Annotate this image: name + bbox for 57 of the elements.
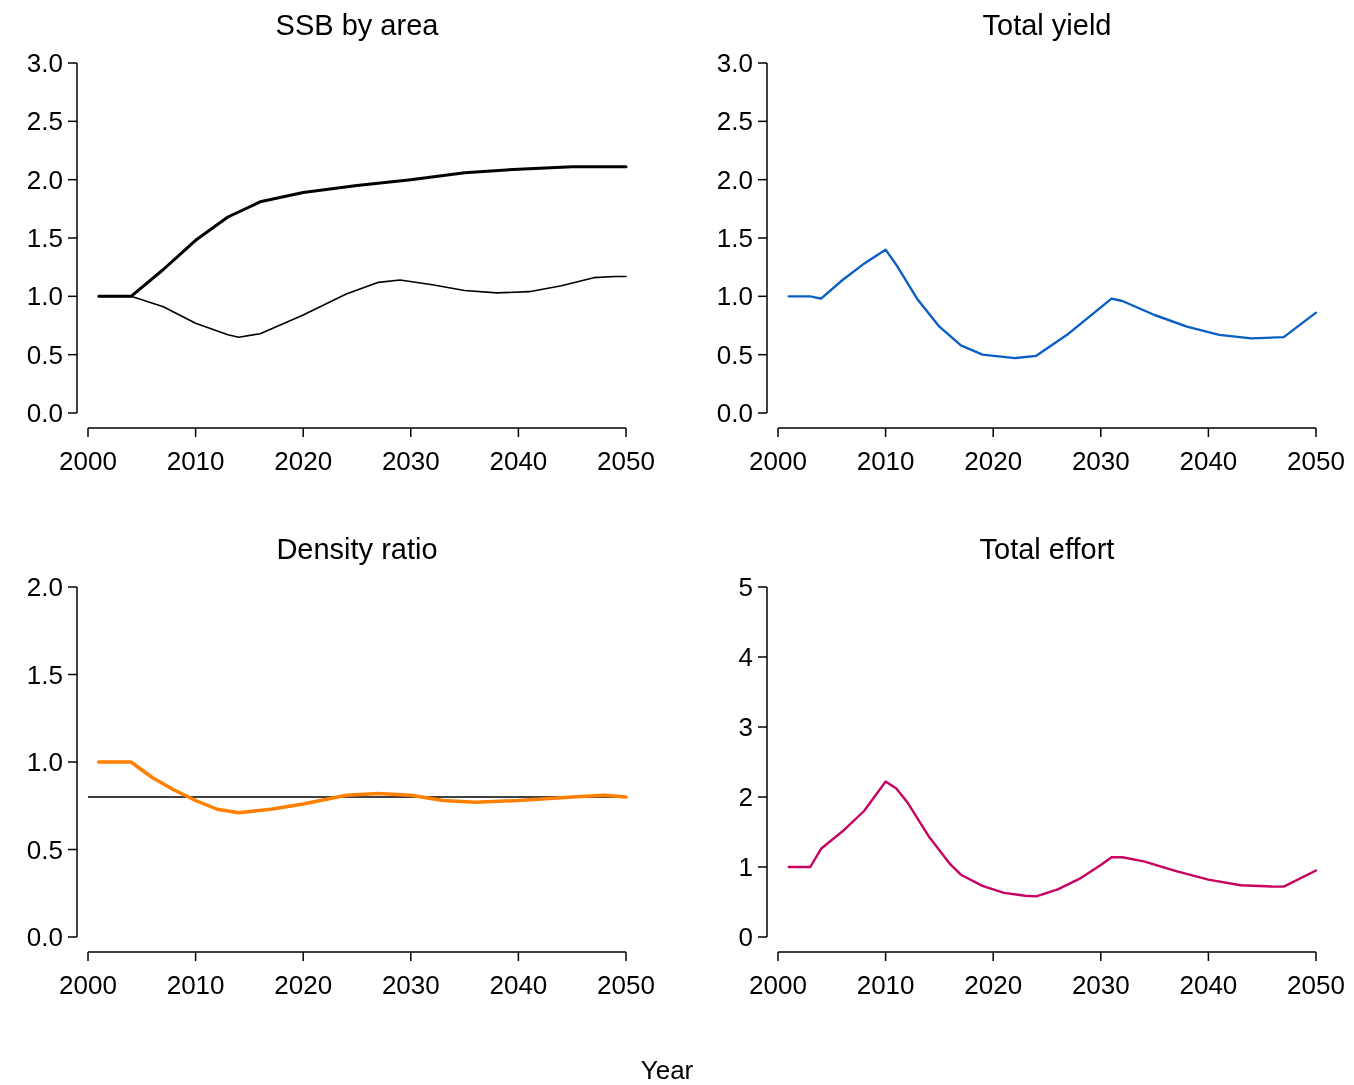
y-tick-label: 0.0 bbox=[26, 922, 63, 953]
y-tick-label: 1.5 bbox=[26, 223, 63, 254]
y-tick-label: 1.5 bbox=[26, 659, 63, 690]
x-tick-label: 2020 bbox=[274, 446, 333, 476]
x-tick-label: 2040 bbox=[489, 970, 548, 1000]
x-tick-label: 2030 bbox=[1071, 446, 1130, 476]
x-axis-title: Year bbox=[640, 1055, 694, 1085]
x-tick-label: 2000 bbox=[749, 446, 807, 476]
y-tick-label: 4 bbox=[738, 642, 753, 673]
y-tick-label: 2.5 bbox=[26, 106, 63, 137]
y-tick-label: 0.5 bbox=[26, 834, 63, 865]
x-tick-label: 2030 bbox=[381, 970, 440, 1000]
y-tick-label: 0 bbox=[738, 922, 753, 953]
y-tick-label: 2.5 bbox=[716, 106, 753, 137]
y-tick-label: 1.0 bbox=[26, 747, 63, 778]
x-tick-label: 2020 bbox=[964, 970, 1023, 1000]
line-series bbox=[97, 760, 628, 815]
y-tick-label: 3.0 bbox=[716, 48, 753, 79]
x-tick-label: 2040 bbox=[1179, 970, 1238, 1000]
y-tick-label: 2.0 bbox=[26, 572, 63, 603]
x-tick-label: 2050 bbox=[597, 446, 655, 476]
y-tick-label: 2.0 bbox=[716, 164, 753, 195]
line-series bbox=[787, 780, 1318, 898]
y-tick-label: 1.0 bbox=[26, 281, 63, 312]
x-tick-label: 2010 bbox=[166, 970, 225, 1000]
y-tick-label: 0.5 bbox=[26, 339, 63, 370]
x-tick-label: 2010 bbox=[856, 970, 915, 1000]
y-tick-label: 0.0 bbox=[716, 398, 753, 429]
y-tick-label: 2.0 bbox=[26, 164, 63, 195]
y-tick-label: 3.0 bbox=[26, 48, 63, 79]
x-tick-label: 2030 bbox=[1071, 970, 1130, 1000]
x-tick-label: 2020 bbox=[274, 970, 333, 1000]
chart-title: Density ratio bbox=[276, 533, 438, 565]
x-tick-label: 2000 bbox=[749, 970, 807, 1000]
y-tick-label: 1.5 bbox=[716, 223, 753, 254]
x-tick-label: 2050 bbox=[1287, 446, 1345, 476]
x-tick-label: 2050 bbox=[597, 970, 655, 1000]
x-tick-label: 2010 bbox=[166, 446, 225, 476]
x-tick-label: 2050 bbox=[1287, 970, 1345, 1000]
x-tick-label: 2030 bbox=[381, 446, 440, 476]
y-tick-label: 3 bbox=[738, 712, 753, 743]
x-tick-label: 2000 bbox=[59, 446, 117, 476]
chart-title: SSB by area bbox=[275, 9, 440, 41]
y-tick-label: 2 bbox=[738, 782, 753, 813]
chart-title: Total yield bbox=[982, 9, 1112, 41]
y-tick-label: 1.0 bbox=[716, 281, 753, 312]
y-tick-label: 0.5 bbox=[716, 339, 753, 370]
x-tick-label: 2040 bbox=[489, 446, 548, 476]
chart-title: Total effort bbox=[979, 533, 1115, 565]
x-tick-label: 2020 bbox=[964, 446, 1023, 476]
line-series bbox=[787, 248, 1318, 360]
x-tick-label: 2010 bbox=[856, 446, 915, 476]
y-tick-label: 0.0 bbox=[26, 398, 63, 429]
x-tick-label: 2040 bbox=[1179, 446, 1238, 476]
y-tick-label: 1 bbox=[738, 852, 753, 883]
y-tick-label: 5 bbox=[738, 572, 753, 603]
x-tick-label: 2000 bbox=[59, 970, 117, 1000]
